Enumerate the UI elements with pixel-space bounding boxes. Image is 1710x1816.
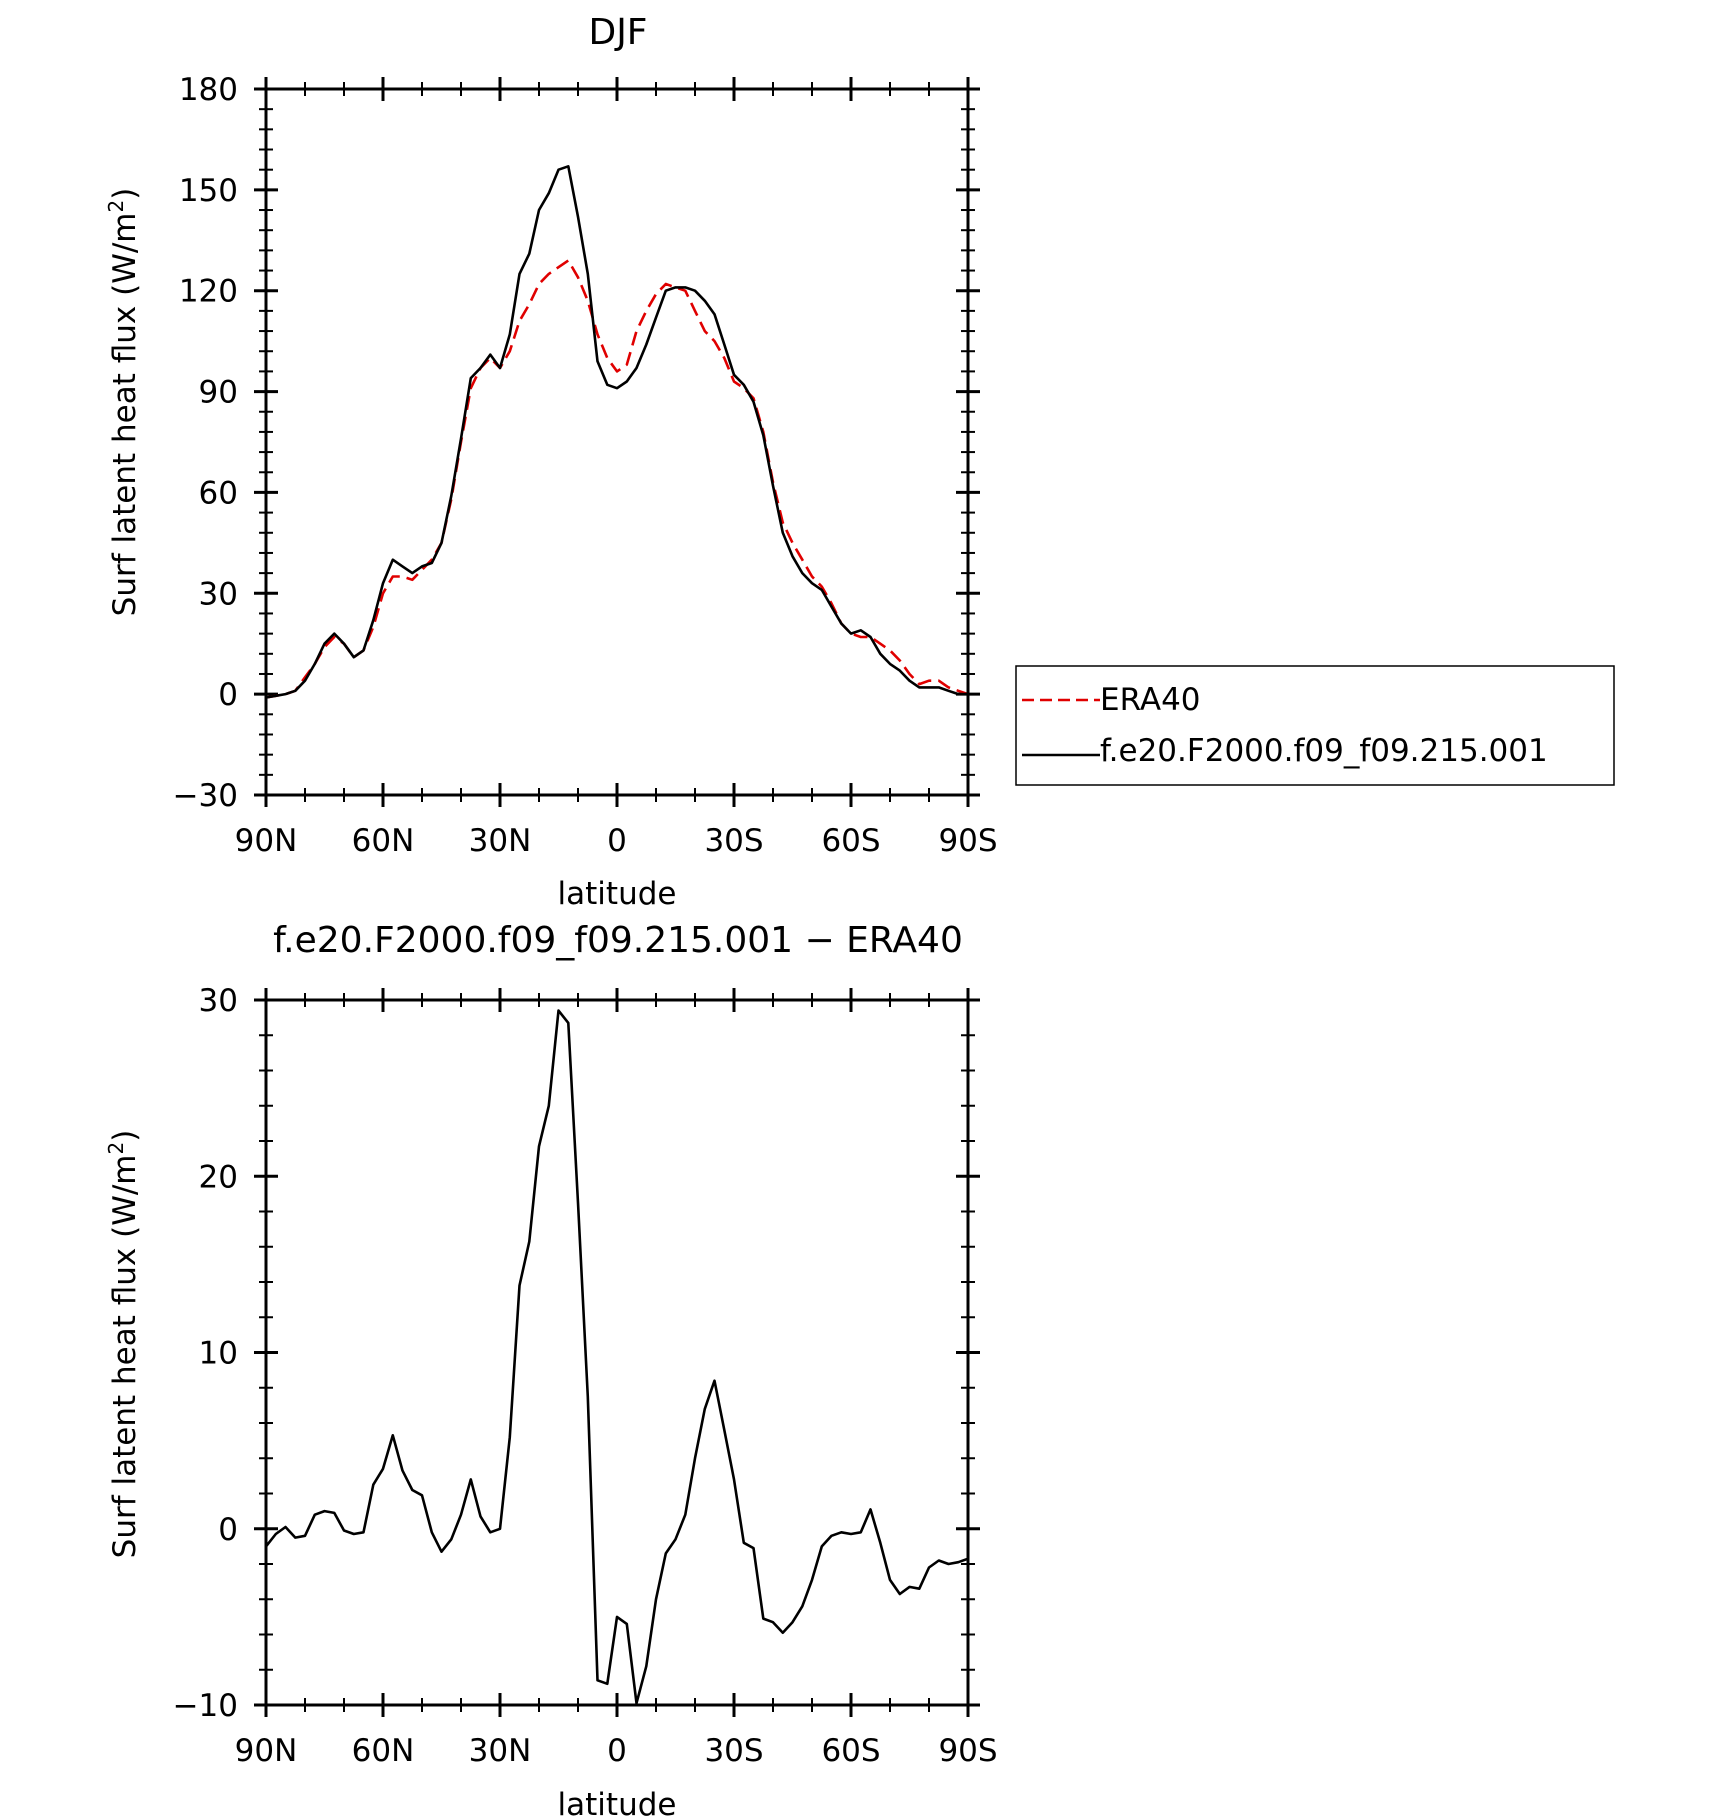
y-ticks: −10 0 10 20 30 xyxy=(173,983,980,1724)
y-tick-label: −10 xyxy=(173,1688,238,1724)
y-tick-label: 90 xyxy=(199,375,238,411)
y-tick-label: 30 xyxy=(199,983,238,1019)
y-axis-label: Surf latent heat flux (W/m2) xyxy=(104,1130,143,1559)
y-tick-label: 0 xyxy=(218,677,238,713)
x-tick-label: 60S xyxy=(821,1733,880,1769)
y-tick-label: 0 xyxy=(218,1512,238,1548)
y-axis-label-end: ) xyxy=(107,188,143,200)
chart-djf: DJF Surf latent heat flux (W/m2) −30 0 30 6… xyxy=(104,12,1615,912)
chart-title: DJF xyxy=(588,12,647,53)
y-tick-label: 180 xyxy=(179,72,238,108)
x-tick-label: 0 xyxy=(607,823,627,859)
y-axis-label-sup: 2 xyxy=(104,1142,128,1155)
x-tick-label: 60N xyxy=(352,823,415,859)
y-tick-label: 150 xyxy=(179,173,238,209)
series-lines xyxy=(265,165,969,699)
y-axis-label: Surf latent heat flux (W/m2) xyxy=(104,188,143,617)
x-axis-label: latitude xyxy=(558,876,677,912)
y-tick-label: 60 xyxy=(199,475,238,511)
plot-frame xyxy=(264,998,970,1707)
minor-ticks xyxy=(259,82,975,802)
y-axis-label-main: Surf latent heat flux (W/m xyxy=(107,1155,143,1559)
x-tick-label: 30N xyxy=(469,823,532,859)
x-tick-label: 90N xyxy=(235,823,298,859)
y-tick-label: −30 xyxy=(173,778,238,814)
x-tick-label: 90N xyxy=(235,1733,298,1769)
x-tick-label: 90S xyxy=(938,1733,997,1769)
x-axis-label: latitude xyxy=(558,1787,677,1816)
legend-label-era40: ERA40 xyxy=(1100,682,1201,718)
x-tick-label: 30N xyxy=(469,1733,532,1769)
y-tick-label: 20 xyxy=(199,1159,238,1195)
legend: ERA40 f.e20.F2000.f09_f09.215.001 xyxy=(1015,665,1615,786)
x-ticks: 90N 60N 30N 0 30S 60S 90S xyxy=(235,988,998,1769)
x-tick-label: 30S xyxy=(704,823,763,859)
y-tick-label: 120 xyxy=(179,274,238,310)
minor-ticks xyxy=(259,993,975,1712)
chart-difference: f.e20.F2000.f09_f09.215.001 − ERA40 Surf… xyxy=(104,920,998,1816)
x-tick-label: 0 xyxy=(607,1733,627,1769)
series-line-difference xyxy=(264,1009,969,1705)
legend-box xyxy=(1015,665,1615,786)
x-tick-label: 60N xyxy=(352,1733,415,1769)
y-axis-label-main: Surf latent heat flux (W/m xyxy=(107,213,143,617)
y-axis-label-end: ) xyxy=(107,1130,143,1142)
x-tick-label: 60S xyxy=(821,823,880,859)
x-tick-label: 90S xyxy=(938,823,997,859)
plot-frame xyxy=(264,87,970,797)
chart-title: f.e20.F2000.f09_f09.215.001 − ERA40 xyxy=(273,920,963,961)
x-ticks: 90N 60N 30N 0 30S 60S 90S xyxy=(235,77,998,859)
y-tick-label: 30 xyxy=(199,576,238,612)
y-ticks: −30 0 30 60 90 120 150 180 xyxy=(173,72,980,814)
x-tick-label: 30S xyxy=(704,1733,763,1769)
series-line-era40 xyxy=(265,259,969,699)
y-axis-label-sup: 2 xyxy=(104,200,128,213)
series-line-f-e20-f2000-f09-f09-215-001 xyxy=(265,165,968,699)
y-tick-label: 10 xyxy=(199,1336,238,1372)
legend-label-model: f.e20.F2000.f09_f09.215.001 xyxy=(1100,733,1548,769)
series-lines xyxy=(264,1009,969,1705)
